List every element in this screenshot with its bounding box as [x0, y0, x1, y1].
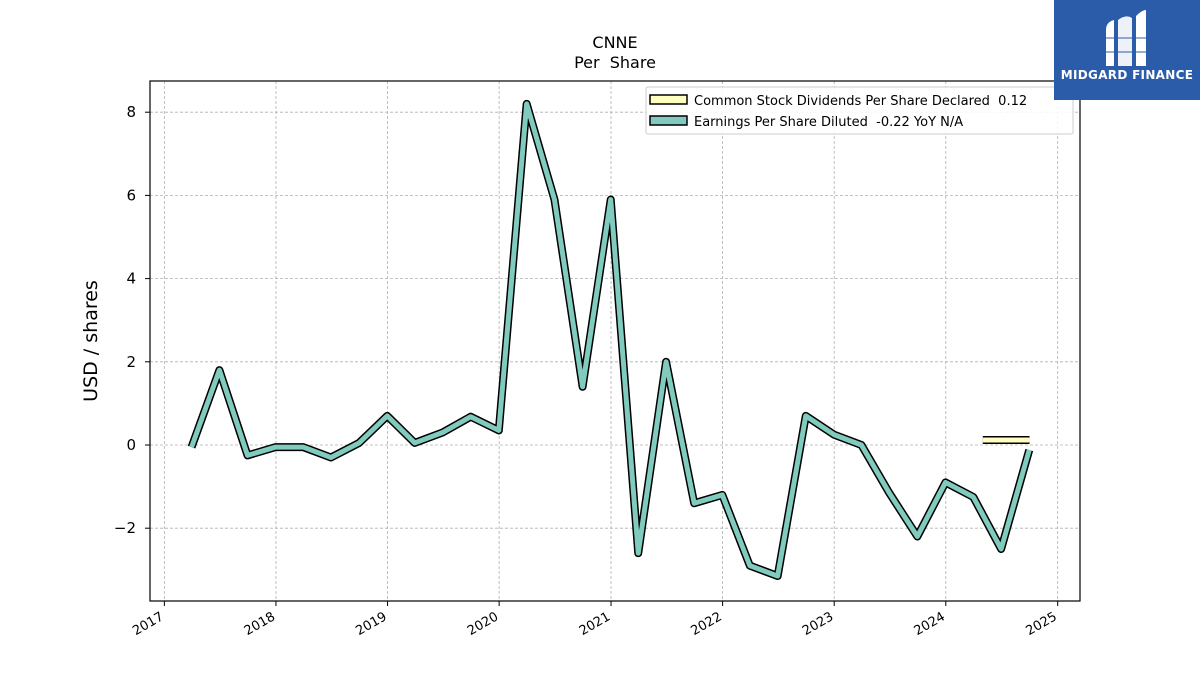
legend-box	[645, 86, 1074, 135]
chart-title: CNNE	[592, 33, 637, 52]
x-tick-label: 2019	[353, 609, 389, 639]
x-tick-label: 2024	[912, 609, 948, 639]
plot-frame	[149, 80, 1081, 602]
legend-swatch-dividends	[649, 94, 688, 105]
y-tick-label: −2	[114, 519, 136, 537]
series-line	[189, 101, 1032, 579]
x-tick-label: 2018	[242, 609, 278, 639]
y-tick-label: 2	[126, 353, 136, 371]
legend-swatch-eps	[649, 115, 688, 126]
y-tick-label: 8	[126, 103, 136, 121]
legend-label-eps: Earnings Per Share Diluted -0.22 YoY N/A	[694, 115, 963, 130]
axes-layer	[149, 80, 1081, 602]
chart-subtitle: Per Share	[574, 53, 656, 72]
logo-text: MIDGARD FINANCE	[1060, 68, 1194, 82]
midgard-logo-icon	[1102, 10, 1150, 66]
y-tick-label: 4	[126, 270, 136, 288]
x-tick-label: 2020	[465, 609, 501, 639]
y-tick-label: 0	[126, 436, 136, 454]
y-tick-label: 6	[126, 186, 136, 204]
y-axis-label: USD / shares	[80, 280, 102, 402]
brand-logo: MIDGARD FINANCE	[1054, 0, 1200, 100]
x-tick-label: 2017	[130, 609, 166, 639]
x-tick-label: 2025	[1024, 609, 1060, 639]
grid	[150, 81, 1080, 601]
series-line-outline	[187, 99, 1034, 581]
series-layer	[187, 99, 1034, 581]
x-tick-label: 2021	[577, 609, 613, 639]
x-tick-label: 2023	[800, 609, 836, 639]
legend-label-dividends: Common Stock Dividends Per Share Declare…	[694, 94, 1027, 109]
x-tick-label: 2022	[688, 609, 724, 639]
legend: Common Stock Dividends Per Share Declare…	[645, 86, 1074, 135]
series-1	[187, 99, 1034, 581]
